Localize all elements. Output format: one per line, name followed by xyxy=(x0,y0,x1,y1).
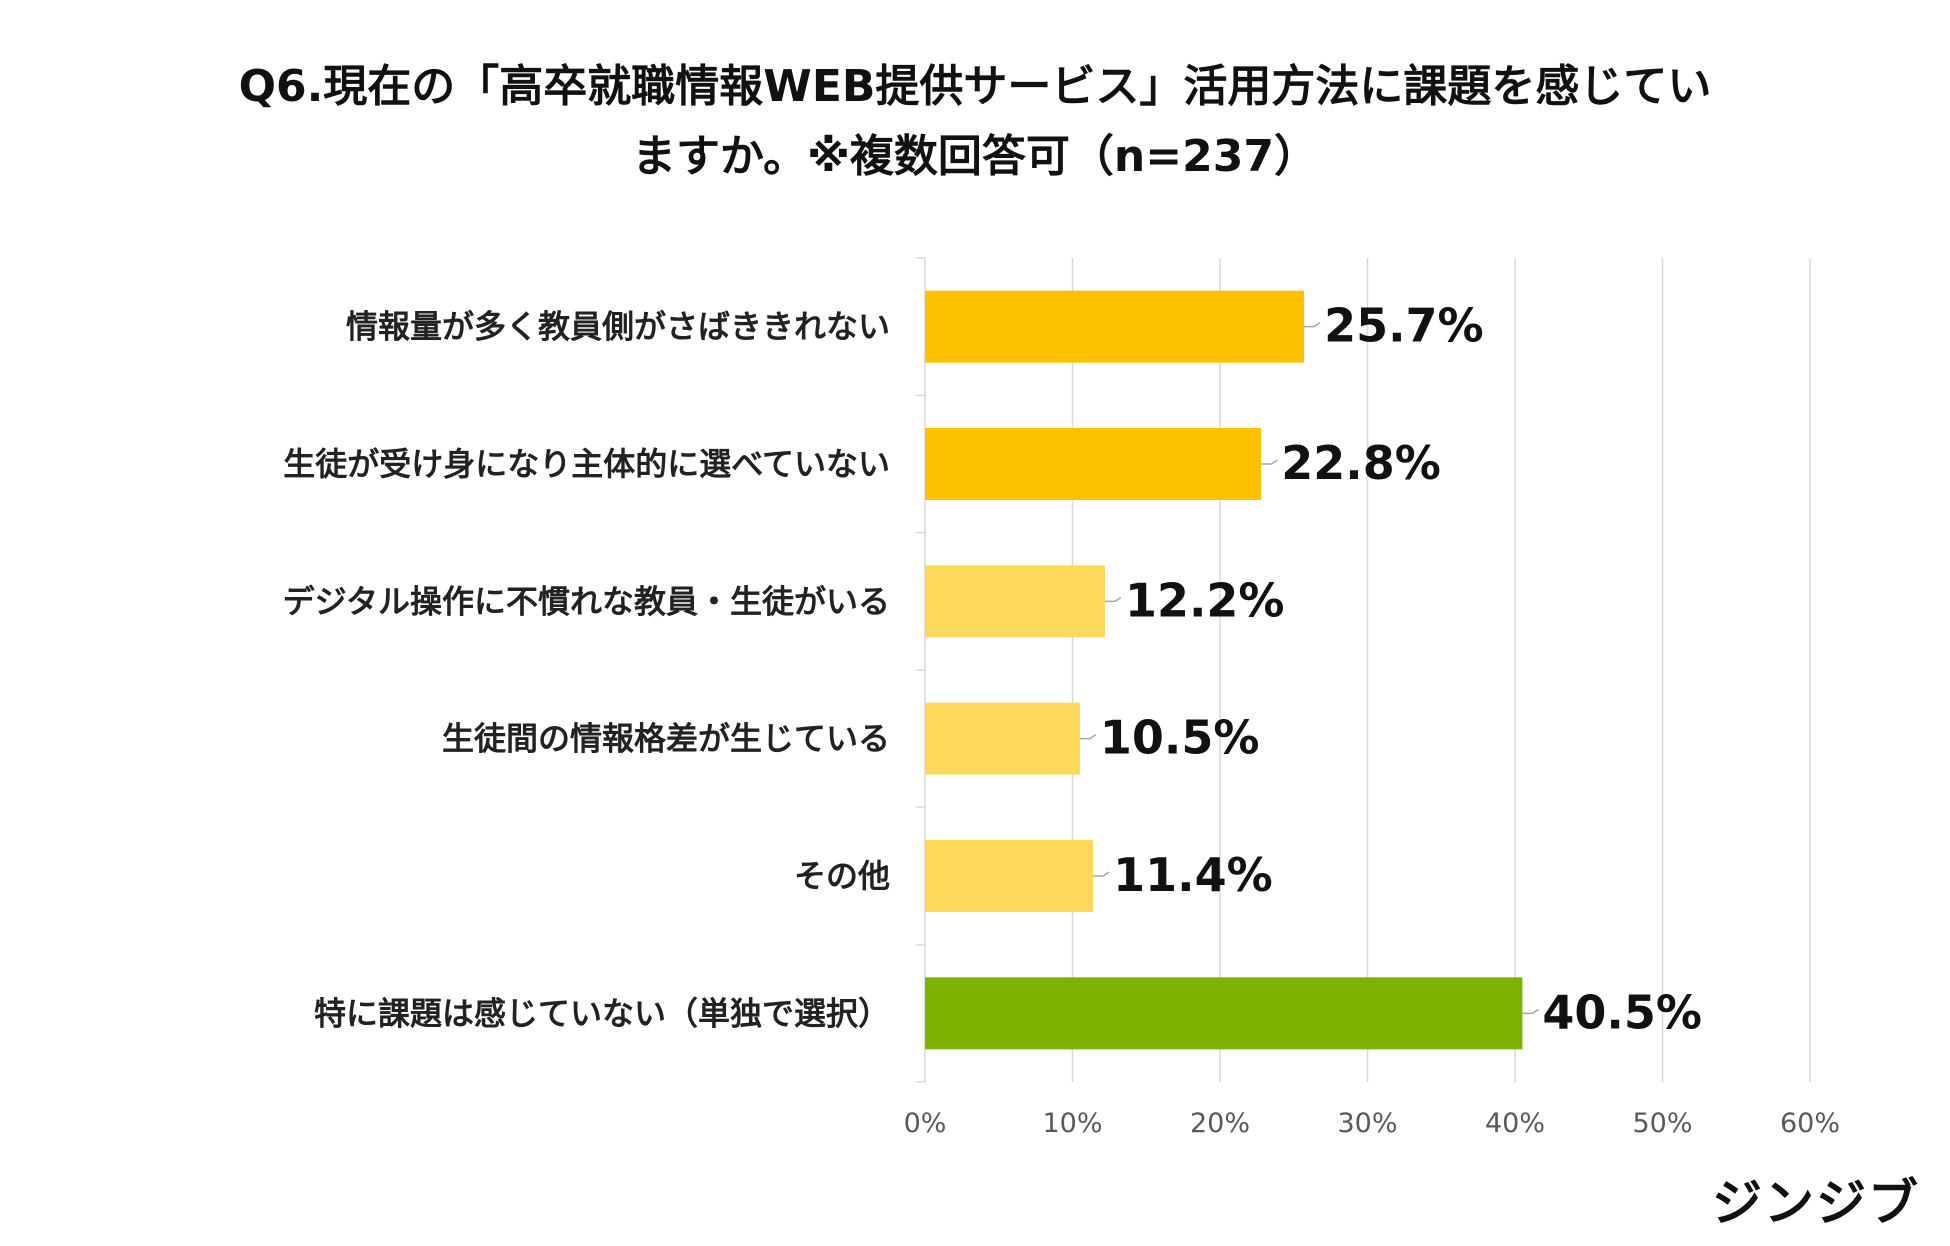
bar xyxy=(925,840,1094,912)
x-tick-label: 50% xyxy=(1632,1108,1692,1139)
grid-lines xyxy=(916,257,1811,1083)
category-label: その他 xyxy=(794,857,890,895)
data-label: 10.5% xyxy=(1100,711,1260,765)
brand-logo: ジンジブ xyxy=(1712,1174,1920,1232)
x-tick-label: 10% xyxy=(1042,1108,1102,1139)
bars xyxy=(925,290,1523,1050)
data-label-leader xyxy=(1079,734,1097,740)
chart-title-line-1: Q6.現在の「高卒就職情報WEB提供サービス」活用方法に課題を感じてい xyxy=(238,61,1712,112)
bar xyxy=(925,702,1080,775)
data-label-leader xyxy=(1104,596,1122,603)
bar xyxy=(925,565,1105,638)
category-label: 特に課題は感じていない（単独で選択） xyxy=(314,994,890,1032)
x-tick-label: 0% xyxy=(904,1108,947,1139)
data-label-leader xyxy=(1093,871,1110,877)
data-label: 11.4% xyxy=(1113,848,1273,902)
bar xyxy=(925,290,1305,363)
category-label: デジタル操作に不慣れな教員・生徒がいる xyxy=(283,582,890,620)
x-tick-label: 60% xyxy=(1780,1108,1840,1139)
bar xyxy=(925,428,1262,500)
category-label: 生徒が受け身になり主体的に選べていない xyxy=(283,445,890,483)
data-label: 40.5% xyxy=(1542,985,1702,1039)
chart-title-line-2: ますか。※複数回答可（n=237） xyxy=(632,131,1318,182)
category-label: 情報量が多く教員側がさばききれない xyxy=(346,308,890,346)
data-label-leader xyxy=(1522,1008,1539,1015)
data-label: 25.7% xyxy=(1324,299,1484,353)
data-label: 12.2% xyxy=(1125,573,1285,627)
data-label: 22.8% xyxy=(1281,436,1441,490)
data-label-leader xyxy=(1261,459,1278,465)
labels: 0% 10% 20% 30% 40% 50% 60% 情報量が多く教員側がさばききれない 25.… xyxy=(283,299,1840,1139)
chart-title: Q6.現在の「高卒就職情報WEB提供サービス」活用方法に課題を感じてい ますか。… xyxy=(0,52,1950,192)
x-tick-label: 40% xyxy=(1485,1108,1545,1139)
data-label-leader xyxy=(1304,322,1321,328)
x-tick-label: 30% xyxy=(1337,1108,1397,1139)
x-tick-label: 20% xyxy=(1190,1108,1250,1139)
category-label: 生徒間の情報格差が生じている xyxy=(442,720,890,758)
bar xyxy=(925,977,1523,1050)
